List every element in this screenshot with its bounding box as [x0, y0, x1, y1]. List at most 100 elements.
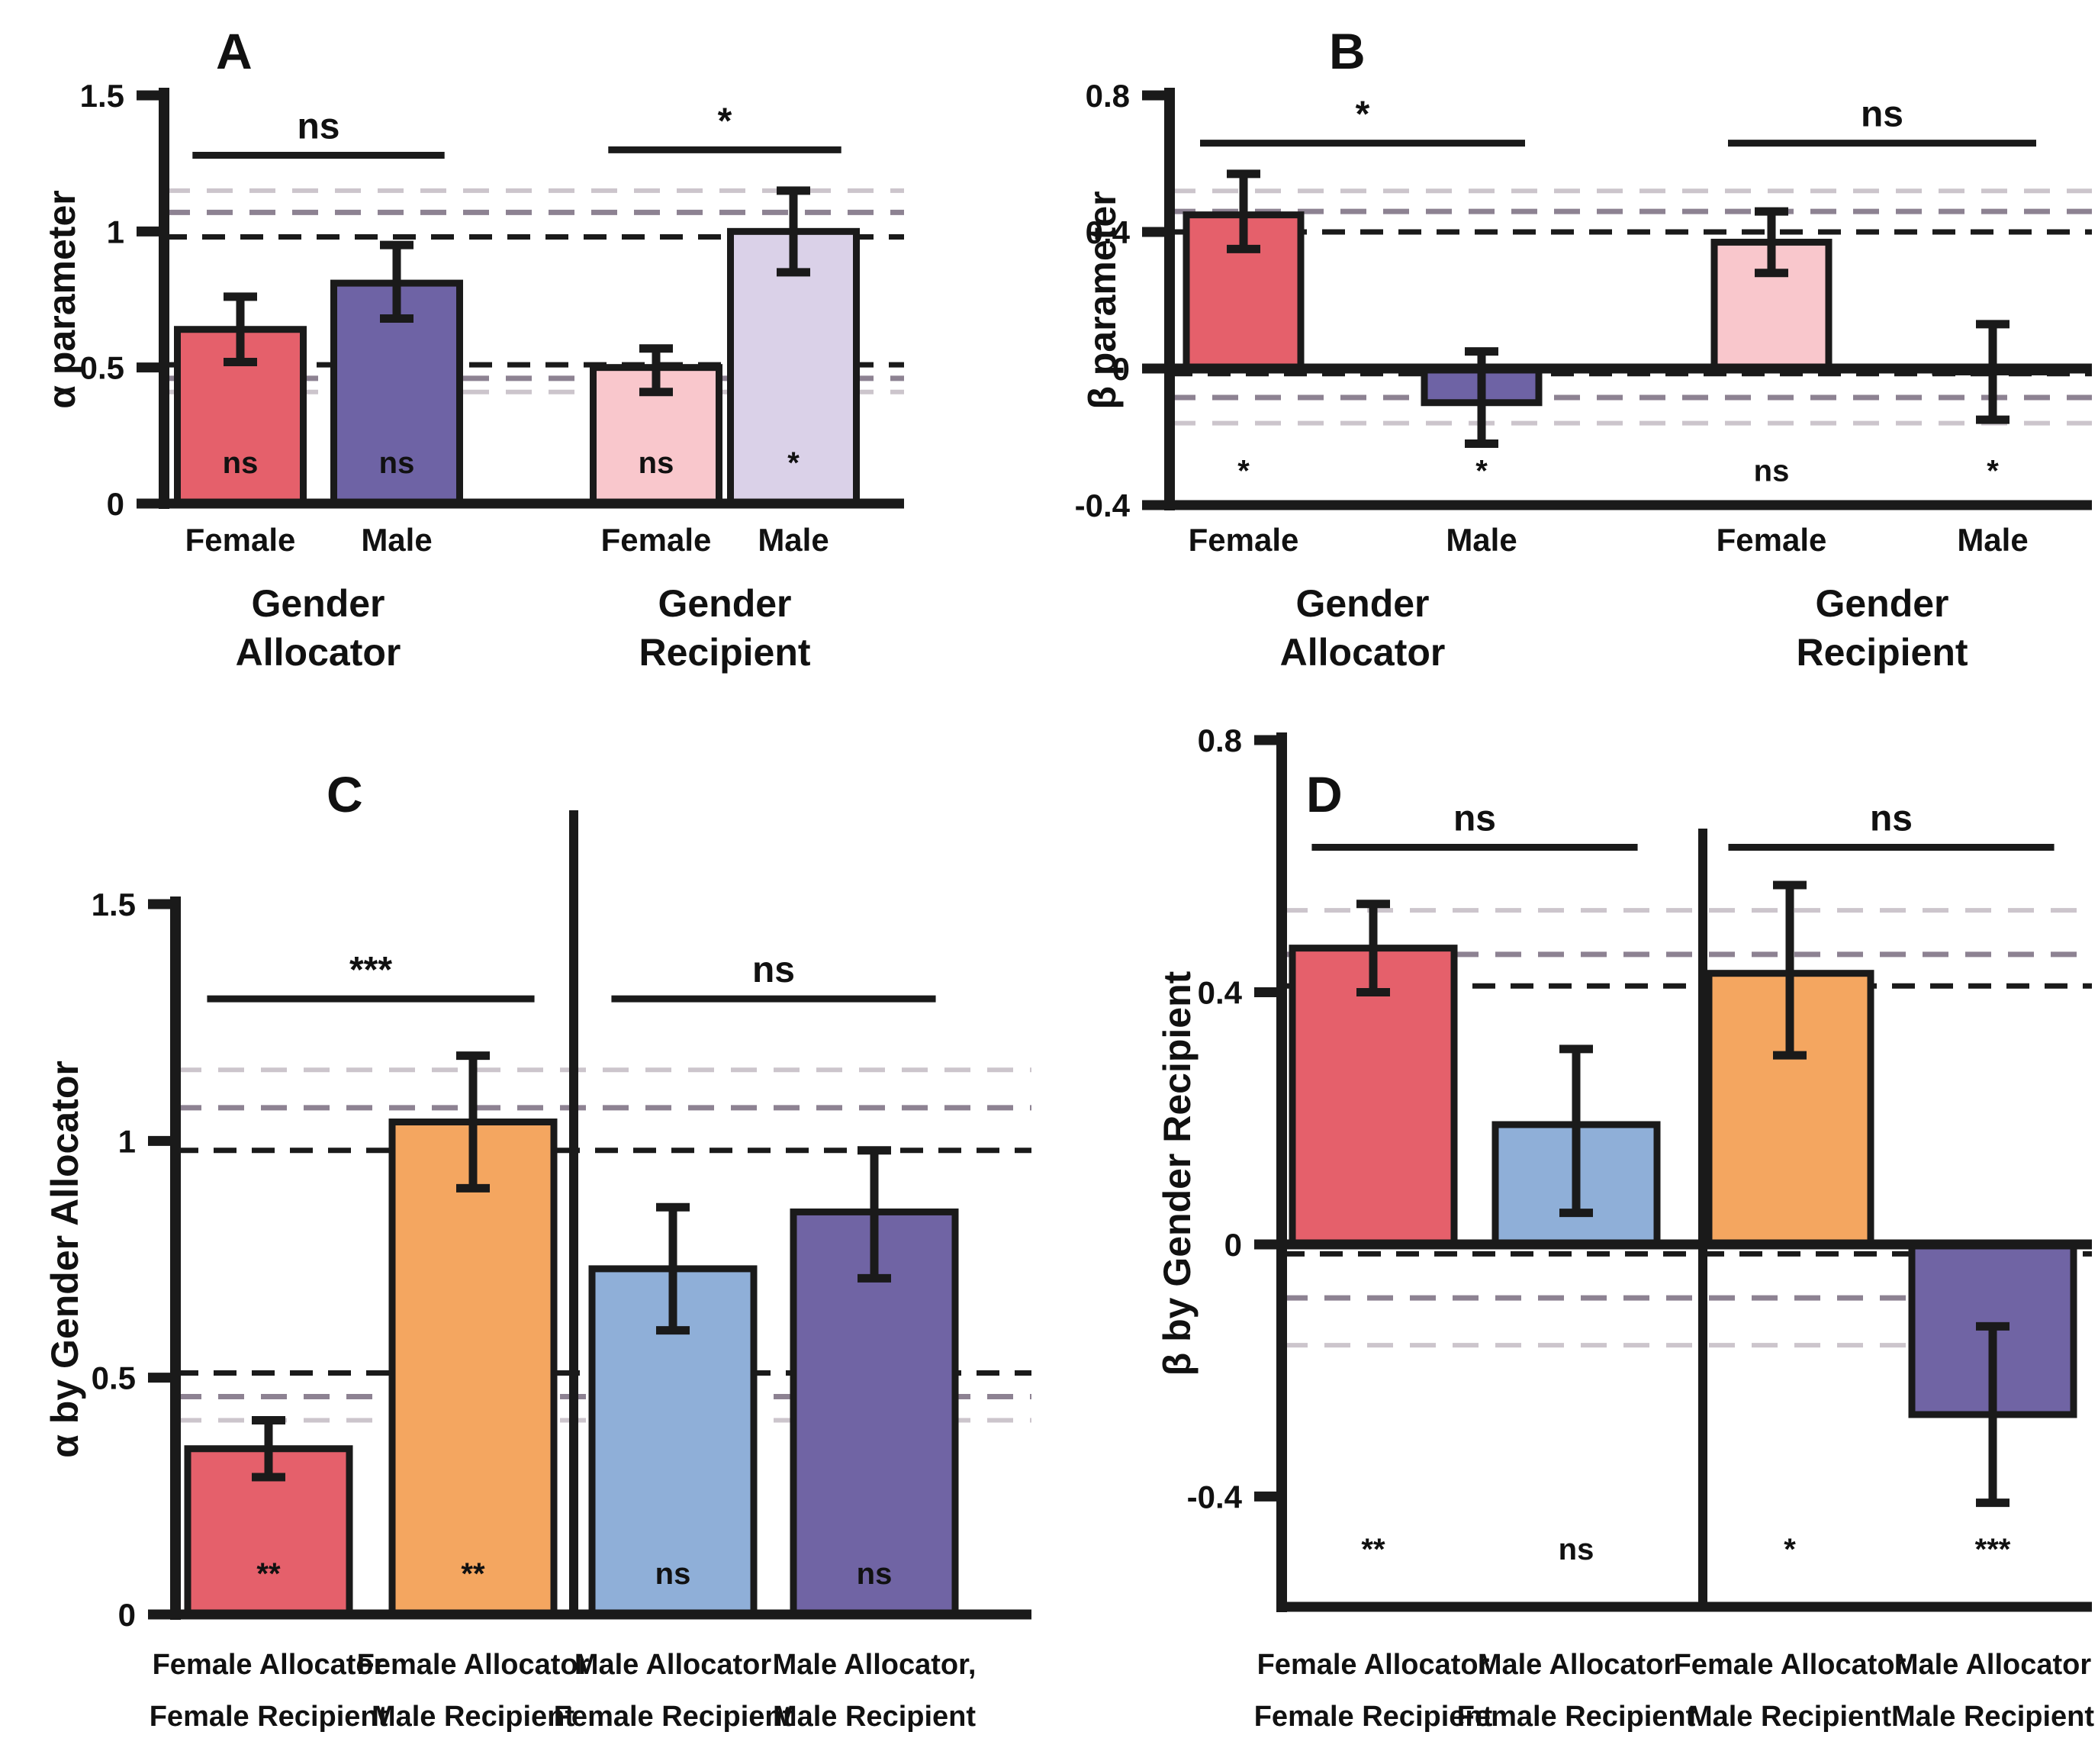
x-category-label-line2: Male Recipient [773, 1701, 976, 1733]
x-group-label: Recipient [639, 631, 810, 674]
y-axis-label: α parameter [40, 190, 83, 408]
bar-sig-label: ns [1559, 1533, 1594, 1566]
sig-bracket-label: ns [1453, 798, 1496, 839]
y-tick-label: 0 [118, 1597, 136, 1633]
x-group-label: Recipient [1796, 631, 1968, 674]
x-category-label-line2: Female Recipient [1254, 1701, 1493, 1733]
error-bar [252, 1416, 285, 1482]
error-bar [639, 344, 673, 397]
x-category-label-line2: Female Recipient [554, 1701, 793, 1733]
bar-sig-label: ns [379, 446, 415, 480]
x-category-label-line1: Female Allocator [357, 1649, 590, 1681]
x-category-label: Female [601, 522, 712, 558]
y-tick-label: 0.4 [1198, 974, 1243, 1010]
error-bar [1773, 880, 1807, 1060]
sig-bracket-label: *** [349, 950, 392, 990]
bar-A-4 [727, 227, 860, 507]
y-tick-label: 1.5 [92, 887, 136, 922]
error-bar [777, 186, 810, 277]
y-axis-label: β by Gender Recipient [1156, 971, 1199, 1376]
x-group-label: Gender [1815, 582, 1948, 625]
x-category-label-line2: Male Recipient [1891, 1701, 2094, 1733]
error-bar [456, 1051, 490, 1193]
x-group-label: Gender [1295, 582, 1429, 625]
error-bar [1976, 1321, 2010, 1508]
error-bar [380, 240, 413, 323]
error-bar [1356, 900, 1390, 996]
bar-sig-label: * [787, 446, 800, 480]
panel-letter: B [1329, 23, 1366, 79]
x-category-label-line2: Male Recipient [372, 1701, 574, 1733]
y-tick-label: 0 [107, 486, 124, 522]
x-group-label: Gender [658, 582, 791, 625]
x-category-label-line1: Male Allocator [1894, 1649, 2092, 1681]
sig-bracket-label: * [718, 101, 732, 141]
y-tick-label: -0.4 [1075, 488, 1131, 523]
sig-bracket-label: * [1356, 95, 1370, 135]
y-tick-label: 0.5 [92, 1360, 136, 1396]
x-category-label: Female [1717, 522, 1827, 558]
sig-bracket-label: ns [297, 106, 339, 146]
error-bar [656, 1202, 690, 1335]
x-category-label: Male [758, 522, 829, 558]
bar-sig-label: * [1987, 455, 1999, 488]
x-category-label-line2: Female Recipient [150, 1701, 388, 1733]
x-category-label-line1: Male Allocator, [773, 1649, 977, 1681]
error-bar [1559, 1045, 1593, 1218]
x-category-label: Male [1957, 522, 2028, 558]
x-category-label-line1: Female Allocator [1674, 1649, 1907, 1681]
sig-bracket-label: ns [1870, 798, 1913, 839]
y-tick-label: 0 [1112, 351, 1130, 387]
sig-bracket-label: ns [752, 950, 795, 990]
bar-sig-label: ** [1361, 1533, 1385, 1566]
x-category-label: Female [185, 522, 296, 558]
bar-sig-label: ns [223, 446, 259, 480]
error-bar [224, 292, 257, 367]
y-tick-label: 0 [1224, 1227, 1242, 1263]
panel-letter: D [1306, 766, 1343, 822]
y-tick-label: 0.5 [80, 350, 124, 386]
bar-sig-label: ns [1754, 455, 1790, 488]
x-category-label-line1: Female Allocator [1257, 1649, 1490, 1681]
x-group-label: Allocator [236, 631, 401, 674]
bar-sig-label: * [1784, 1533, 1796, 1566]
y-tick-label: 0.4 [1086, 214, 1131, 250]
y-tick-label: 1.5 [80, 78, 124, 114]
x-category-label: Male [361, 522, 432, 558]
bar-sig-label: *** [1975, 1533, 2011, 1566]
error-bar [858, 1146, 891, 1283]
x-group-label: Allocator [1280, 631, 1446, 674]
bar-C-2 [388, 1119, 558, 1618]
y-tick-label: 1 [118, 1123, 136, 1159]
panel-letter: A [216, 23, 253, 79]
bar-sig-label: * [1237, 455, 1250, 488]
panel-letter: C [327, 766, 363, 822]
y-axis-label: β parameter [1081, 191, 1124, 409]
x-category-label-line1: Male Allocator [1478, 1649, 1675, 1681]
sig-bracket-label: ns [1861, 95, 1903, 135]
x-category-label: Female [1189, 522, 1299, 558]
y-axis-label: α by Gender Allocator [43, 1061, 86, 1458]
bar-sig-label: ns [639, 446, 674, 480]
y-tick-label: -0.4 [1187, 1479, 1243, 1515]
error-bar [1755, 207, 1788, 278]
x-category-label-line1: Male Allocator [574, 1649, 772, 1681]
error-bar [1227, 169, 1260, 253]
bar-sig-label: ** [256, 1557, 281, 1591]
x-category-label: Male [1446, 522, 1517, 558]
y-tick-label: 0.8 [1086, 78, 1130, 114]
y-tick-label: 1 [107, 214, 124, 249]
bar-sig-label: ns [655, 1557, 691, 1591]
bar-sig-label: ** [461, 1557, 485, 1591]
bar-sig-label: * [1475, 455, 1488, 488]
y-tick-label: 0.8 [1198, 723, 1242, 758]
panel-A: ns ns ns * 0 0.5 1 1.5 ns * Female Male Female Male Ge… [40, 23, 904, 674]
x-category-label-line2: Female Recipient [1457, 1701, 1696, 1733]
x-category-label-line1: Female Allocator [153, 1649, 385, 1681]
x-group-label: Gender [251, 582, 385, 625]
x-category-label-line2: Male Recipient [1688, 1701, 1891, 1733]
